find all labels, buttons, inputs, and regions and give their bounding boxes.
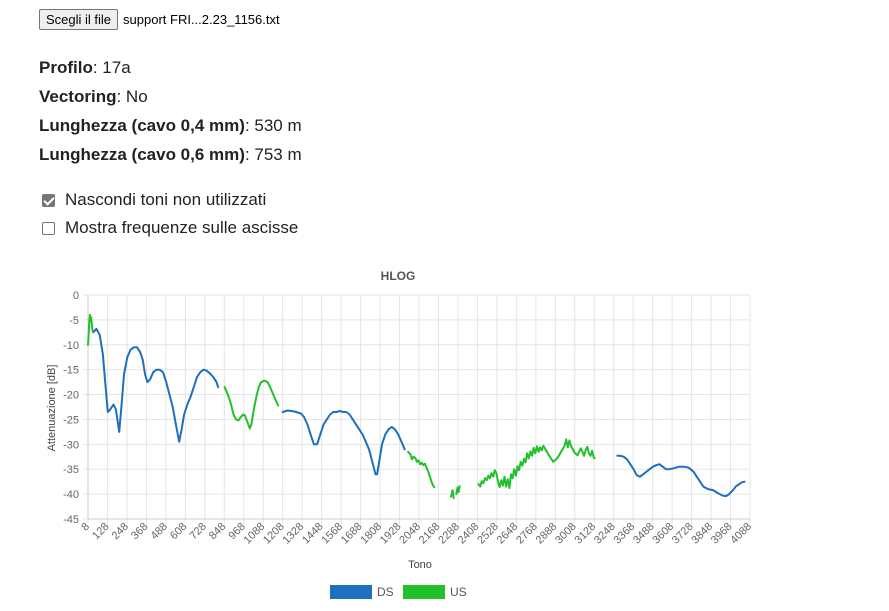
- y-tick-label: -20: [63, 390, 79, 402]
- y-tick-label: -45: [63, 514, 79, 526]
- x-tick-label: 3008: [553, 521, 579, 547]
- options: Nascondi toni non utilizzati Mostra freq…: [42, 186, 298, 242]
- x-tick-label: 3488: [631, 521, 657, 547]
- y-tick-label: -10: [63, 340, 79, 352]
- x-tick-label: 2408: [456, 521, 482, 547]
- y-tick-label: -25: [63, 414, 79, 426]
- y-tick-label: 0: [73, 290, 79, 302]
- info-label: Lunghezza (cavo 0,6 mm): [39, 145, 245, 164]
- x-tick-label: 368: [129, 521, 150, 542]
- series-line-ds: [281, 409, 406, 476]
- series-line-us: [87, 313, 94, 346]
- x-tick-label: 1808: [358, 521, 384, 547]
- x-tick-label: 1328: [280, 521, 306, 547]
- info-value: No: [125, 87, 148, 106]
- x-tick-label: 1448: [300, 521, 326, 547]
- y-axis-ticks: 0 -5 -10 -15 -20 -25 -30 -35 -40 -45: [63, 290, 79, 526]
- info-length-06: Lunghezza (cavo 0,6 mm): 753 m: [39, 145, 302, 164]
- x-tick-label: 3968: [709, 521, 735, 547]
- x-axis-ticks: 8128248368488608728848968108812081328144…: [79, 521, 754, 547]
- series-line-us: [450, 489, 455, 500]
- y-tick-label: -40: [63, 489, 79, 501]
- x-tick-label: 2528: [475, 521, 501, 547]
- series-line-us: [407, 450, 436, 489]
- x-axis-title: Tono: [408, 559, 432, 571]
- hide-unused-tones-option[interactable]: Nascondi toni non utilizzati: [42, 186, 298, 214]
- info-value: 753 m: [254, 145, 302, 164]
- legend-label-us: US: [450, 585, 467, 599]
- info-length-04: Lunghezza (cavo 0,4 mm): 530 m: [39, 116, 302, 135]
- info-label: Vectoring: [39, 87, 117, 106]
- chart-series: [87, 313, 746, 500]
- y-tick-label: -5: [69, 315, 79, 327]
- selected-file-name: support FRI...2.23_1156.txt: [123, 12, 280, 27]
- chart-title: HLOG: [381, 269, 416, 283]
- y-axis-title: Attenuazione [dB]: [46, 365, 58, 452]
- series-ds: [92, 327, 746, 498]
- x-tick-label: 3728: [670, 521, 696, 547]
- x-tick-label: 128: [90, 521, 111, 542]
- info-label: Profilo: [39, 58, 93, 77]
- show-frequencies-checkbox[interactable]: [42, 221, 55, 235]
- x-tick-label: 608: [168, 521, 189, 542]
- x-tick-label: 3848: [689, 521, 715, 547]
- chart-legend: DS US: [330, 585, 467, 599]
- series-line-us: [477, 438, 596, 490]
- x-tick-label: 3128: [573, 521, 599, 547]
- choose-file-button[interactable]: Scegli il file: [39, 9, 119, 30]
- x-tick-label: 2288: [436, 521, 462, 547]
- x-tick-label: 3368: [611, 521, 637, 547]
- series-line-us: [455, 485, 461, 496]
- hlog-chart: HLOG 0 -5 -10 -15 -20 -25 -30 -35 -40 -45 8128248…: [46, 269, 754, 599]
- series-line-us: [223, 379, 280, 430]
- x-tick-label: 2168: [417, 521, 443, 547]
- info-profile: Profilo: 17a: [39, 58, 131, 77]
- x-tick-label: 1088: [242, 521, 268, 547]
- y-tick-label: -15: [63, 365, 79, 377]
- info-value: 17a: [102, 58, 131, 77]
- series-line-ds: [92, 327, 220, 443]
- x-tick-label: 488: [149, 521, 170, 542]
- line-info: Profilo: 17a Vectoring: No Lunghezza (ca…: [39, 53, 302, 169]
- hide-unused-tones-label: Nascondi toni non utilizzati: [65, 190, 267, 209]
- x-tick-label: 848: [207, 521, 228, 542]
- x-tick-label: 2888: [534, 521, 560, 547]
- x-tick-label: 3608: [650, 521, 676, 547]
- x-tick-label: 728: [187, 521, 208, 542]
- x-tick-label: 2648: [495, 521, 521, 547]
- x-tick-label: 1208: [261, 521, 287, 547]
- y-tick-label: -35: [63, 464, 79, 476]
- info-vectoring: Vectoring: No: [39, 87, 148, 106]
- x-tick-label: 8: [79, 521, 92, 534]
- legend-swatch-us: [403, 585, 445, 599]
- legend-swatch-ds: [330, 585, 372, 599]
- series-line-ds: [616, 454, 746, 498]
- x-tick-label: 4088: [728, 521, 754, 547]
- info-label: Lunghezza (cavo 0,4 mm): [39, 116, 245, 135]
- series-us: [87, 313, 596, 500]
- chart-grid: [83, 294, 751, 524]
- hide-unused-tones-checkbox[interactable]: [42, 193, 55, 207]
- y-tick-label: -30: [63, 439, 79, 451]
- show-frequencies-label: Mostra frequenze sulle ascisse: [65, 218, 299, 237]
- file-input[interactable]: Scegli il file support FRI...2.23_1156.t…: [39, 9, 280, 30]
- x-tick-label: 1928: [378, 521, 404, 547]
- info-value: 530 m: [254, 116, 302, 135]
- x-tick-label: 3248: [592, 521, 618, 547]
- x-tick-label: 2048: [397, 521, 423, 547]
- show-frequencies-option[interactable]: Mostra frequenze sulle ascisse: [42, 214, 298, 242]
- x-tick-label: 248: [110, 521, 131, 542]
- x-tick-label: 2768: [514, 521, 540, 547]
- x-tick-label: 1568: [319, 521, 345, 547]
- legend-label-ds: DS: [377, 585, 394, 599]
- x-tick-label: 1688: [339, 521, 365, 547]
